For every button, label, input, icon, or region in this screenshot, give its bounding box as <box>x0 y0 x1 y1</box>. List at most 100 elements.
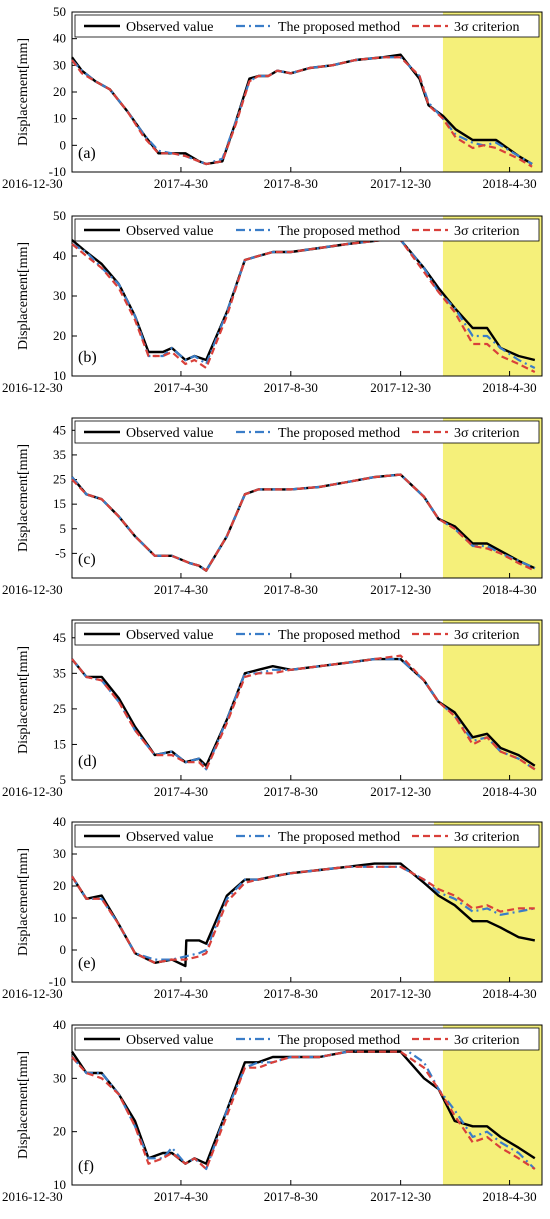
y-axis-label: Displacement[mm] <box>16 444 31 552</box>
x-tick-label: 2017-8-30 <box>264 1189 318 1204</box>
x-tick-label: 2016-12-30 <box>2 176 63 191</box>
x-tick-label: 2017-4-30 <box>154 986 208 1001</box>
y-tick-label: -10 <box>49 164 66 179</box>
y-tick-label: 30 <box>53 288 66 303</box>
x-tick-label: 2018-4-30 <box>483 176 537 191</box>
y-tick-label: 20 <box>53 84 66 99</box>
x-tick-label: 2018-4-30 <box>483 1189 537 1204</box>
forecast-highlight-region <box>433 822 542 982</box>
forecast-highlight-region <box>442 1025 542 1185</box>
chart-panel-3: -5 5 15 25 35 45 2016-12-30 2017-4-30 2017-8-30 2… <box>2 417 543 597</box>
y-tick-label: 10 <box>53 368 66 383</box>
legend-label: 3σ criterion <box>454 830 519 845</box>
y-tick-label: 0 <box>60 942 67 957</box>
y-tick-label: 15 <box>53 736 66 751</box>
legend: Observed value The proposed method 3σ crit… <box>74 824 540 848</box>
y-tick-label: 40 <box>53 1017 66 1032</box>
y-tick-label: 25 <box>53 472 66 487</box>
x-tick-label: 2016-12-30 <box>2 380 63 395</box>
legend-label: 3σ criterion <box>454 1033 519 1048</box>
x-tick-label: 2017-8-30 <box>264 784 318 799</box>
y-tick-label: -10 <box>49 974 66 989</box>
y-axis-label: Displacement[mm] <box>16 242 31 350</box>
y-tick-label: 0 <box>60 137 67 152</box>
y-tick-label: 20 <box>53 1124 66 1139</box>
y-tick-label: 20 <box>53 878 66 893</box>
y-tick-label: 10 <box>53 111 66 126</box>
legend-box <box>74 14 540 38</box>
y-tick-label: 35 <box>53 665 66 680</box>
x-tick-label: 2017-4-30 <box>154 1189 208 1204</box>
y-tick-label: 40 <box>53 814 66 829</box>
legend-label: Observed value <box>126 426 213 441</box>
y-tick-label: 20 <box>53 328 66 343</box>
x-tick-label: 2017-12-30 <box>370 986 431 1001</box>
panel-label: (d) <box>78 753 97 770</box>
legend: Observed value The proposed method 3σ crit… <box>74 622 540 646</box>
x-tick-label: 2017-12-30 <box>370 380 431 395</box>
legend-label: 3σ criterion <box>454 20 519 35</box>
legend-label: 3σ criterion <box>454 426 519 441</box>
panel-label: (f) <box>78 1158 94 1175</box>
plot-frame <box>71 821 543 983</box>
legend-label: 3σ criterion <box>454 628 519 643</box>
x-tick-label: 2017-12-30 <box>370 784 431 799</box>
chart-panel-2: 10 20 30 40 50 2016-12-30 2017-4-30 2017-8-30 20… <box>2 208 543 395</box>
legend-label: Observed value <box>126 830 213 845</box>
x-tick-label: 2017-8-30 <box>264 582 318 597</box>
forecast-highlight-region <box>442 418 542 578</box>
legend: Observed value The proposed method 3σ crit… <box>74 420 540 444</box>
series-line-dashed <box>71 1050 536 1171</box>
plot-frame <box>71 417 543 579</box>
y-tick-label: 10 <box>53 1177 66 1192</box>
chart-panel-1: -10 0 10 20 30 40 50 2016-12-30 2017-4-30 2017-8-… <box>2 4 543 191</box>
legend-label: The proposed method <box>278 224 400 239</box>
y-tick-label: 10 <box>53 910 66 925</box>
plot-frame <box>71 1024 543 1186</box>
legend-label: Observed value <box>126 628 213 643</box>
x-tick-label: 2018-4-30 <box>483 380 537 395</box>
chart-panel-5: -10 0 10 20 30 40 2016-12-30 2017-4-30 2017-8-30… <box>2 814 543 1001</box>
x-tick-label: 2017-4-30 <box>154 176 208 191</box>
series-line-dashdot <box>71 56 533 166</box>
x-tick-label: 2017-4-30 <box>154 784 208 799</box>
chart-panel-6: 10 20 30 40 2016-12-30 2017-4-30 2017-8-30 2017… <box>2 1017 543 1204</box>
x-tick-label: 2018-4-30 <box>483 582 537 597</box>
panel-label: (c) <box>78 551 96 568</box>
y-tick-label: 50 <box>53 208 66 223</box>
y-tick-label: 15 <box>53 496 66 511</box>
forecast-highlight-region <box>442 12 542 172</box>
forecast-highlight-region <box>442 620 542 780</box>
x-tick-label: 2017-8-30 <box>264 986 318 1001</box>
series-line-dashed <box>71 238 536 373</box>
x-tick-label: 2016-12-30 <box>2 986 63 1001</box>
legend: Observed value The proposed method 3σ crit… <box>74 14 540 38</box>
panel-label: (b) <box>78 349 97 366</box>
legend-label: The proposed method <box>278 1033 400 1048</box>
series-line-dashdot <box>71 238 536 369</box>
x-tick-label: 2017-12-30 <box>370 582 431 597</box>
y-axis-label: Displacement[mm] <box>16 1051 31 1159</box>
y-tick-label: -5 <box>55 545 66 560</box>
legend-label: Observed value <box>126 20 213 35</box>
series-line-dashdot <box>71 657 536 771</box>
legend-label: The proposed method <box>278 628 400 643</box>
y-tick-label: 30 <box>53 1070 66 1085</box>
x-tick-label: 2016-12-30 <box>2 582 63 597</box>
x-tick-label: 2018-4-30 <box>483 986 537 1001</box>
y-axis-label: Displacement[mm] <box>16 646 31 754</box>
legend-box <box>74 824 540 848</box>
y-axis-label: Displacement[mm] <box>16 848 31 956</box>
legend-box <box>74 218 540 242</box>
x-tick-label: 2016-12-30 <box>2 1189 63 1204</box>
legend-box <box>74 1027 540 1051</box>
legend: Observed value The proposed method 3σ crit… <box>74 218 540 242</box>
x-tick-label: 2017-12-30 <box>370 1189 431 1204</box>
series-line-dashed <box>71 865 535 964</box>
x-tick-label: 2017-4-30 <box>154 582 208 597</box>
x-tick-label: 2017-8-30 <box>264 380 318 395</box>
legend-box <box>74 420 540 444</box>
y-tick-label: 40 <box>53 31 66 46</box>
y-tick-label: 50 <box>53 4 66 19</box>
